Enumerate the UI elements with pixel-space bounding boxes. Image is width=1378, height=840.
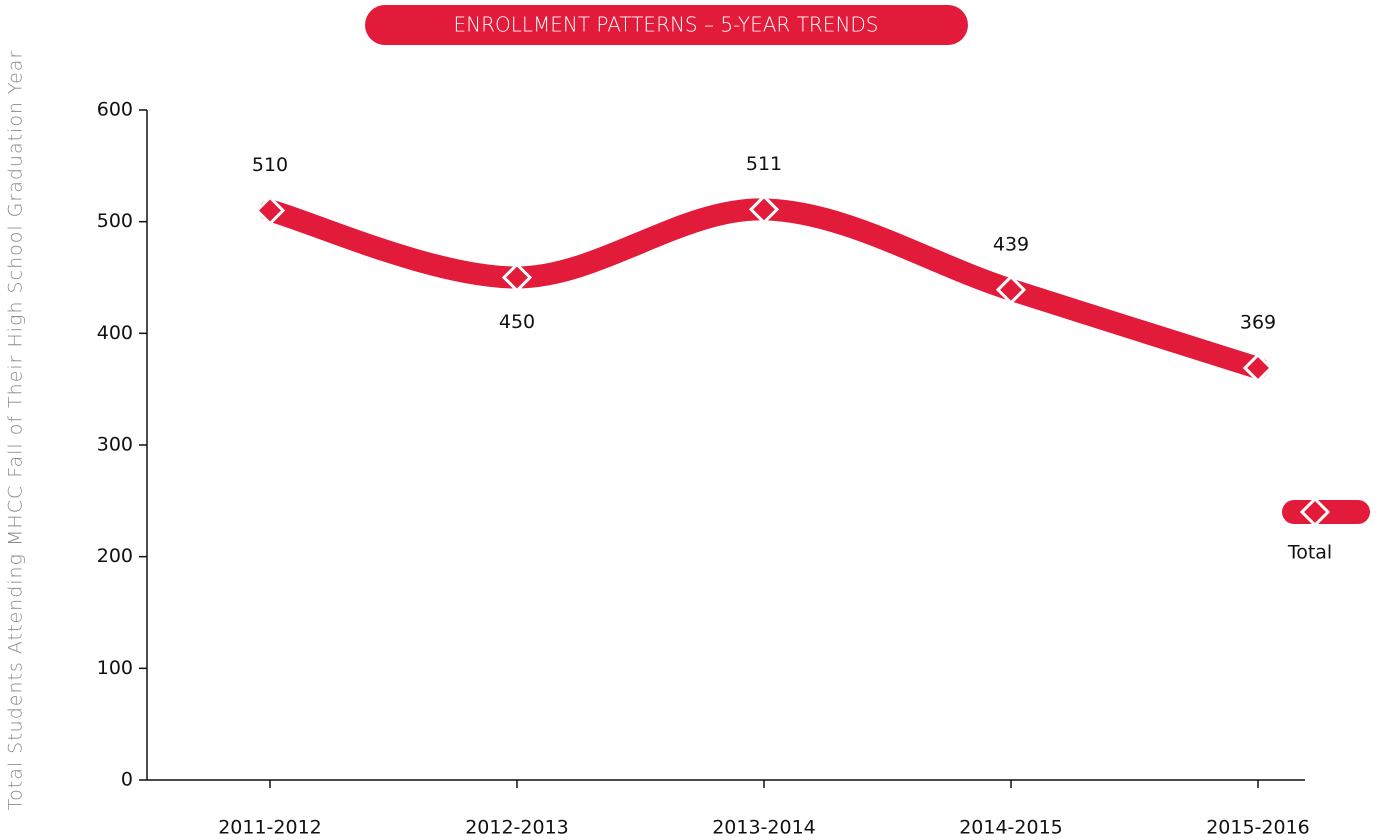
y-tick-label: 300 xyxy=(97,434,133,456)
marker xyxy=(254,195,286,226)
marker xyxy=(748,194,780,225)
marker xyxy=(1242,352,1274,384)
y-axis-title: Total Students Attending MHCC Fall of Th… xyxy=(5,50,27,811)
data-label: 511 xyxy=(746,153,782,175)
x-tick-label: 2011-2012 xyxy=(218,817,322,839)
y-tick-label: 500 xyxy=(97,210,133,232)
data-label: 510 xyxy=(252,154,288,176)
chart-title: ENROLLMENT PATTERNS – 5-YEAR TRENDS xyxy=(453,13,878,37)
legend-marker xyxy=(1299,496,1331,528)
y-tick-label: 200 xyxy=(97,545,133,567)
legend-label: Total xyxy=(1287,542,1332,564)
x-tick-label: 2014-2015 xyxy=(959,817,1063,839)
marker xyxy=(995,274,1027,305)
y-tick-label: 100 xyxy=(97,657,133,679)
marker xyxy=(501,262,533,293)
x-tick-label: 2013-2014 xyxy=(712,817,816,839)
y-tick-label: 600 xyxy=(97,99,133,121)
title-pill xyxy=(365,5,968,45)
x-tick-label: 2012-2013 xyxy=(465,817,569,839)
data-label: 439 xyxy=(993,233,1029,255)
y-tick-label: 400 xyxy=(97,322,133,344)
x-tick-label: 2015-2016 xyxy=(1206,817,1310,839)
line xyxy=(259,198,1269,379)
data-label: 369 xyxy=(1240,311,1276,333)
y-tick-label: 0 xyxy=(121,769,133,791)
data-label: 450 xyxy=(499,311,535,333)
